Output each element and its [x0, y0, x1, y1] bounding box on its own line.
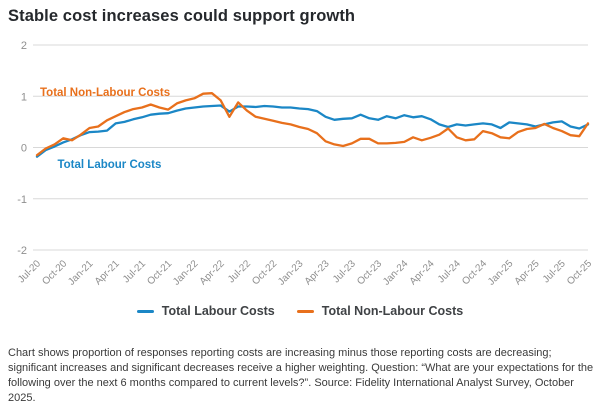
- x-tick-label: Apr-24: [408, 258, 437, 287]
- x-tick-label: Apr-21: [93, 258, 122, 287]
- x-tick-label: Jan-25: [486, 258, 516, 288]
- y-tick-label: 0: [21, 143, 27, 155]
- x-tick-label: Oct-24: [460, 258, 489, 287]
- legend-item-labour[interactable]: Total Labour Costs: [136, 304, 275, 318]
- non-labour-line-swatch-icon: [296, 309, 314, 313]
- x-tick-label: Jan-23: [276, 258, 306, 288]
- x-tick-label: Jan-22: [171, 258, 201, 288]
- x-tick-label: Oct-25: [565, 258, 594, 287]
- x-tick-label: Oct-23: [355, 258, 384, 287]
- series-inline-label: Total Non-Labour Costs: [40, 87, 170, 99]
- legend-item-non-labour[interactable]: Total Non-Labour Costs: [296, 304, 464, 318]
- labour-line-swatch-icon: [136, 309, 154, 313]
- legend-label-labour: Total Labour Costs: [161, 304, 275, 318]
- x-tick-label: Jul-21: [121, 258, 148, 285]
- series-inline-label: Total Labour Costs: [57, 159, 161, 171]
- x-tick-label: Jul-23: [331, 258, 358, 285]
- series-line-total-non-labour-costs: [35, 92, 590, 157]
- y-tick-label: -2: [17, 245, 27, 257]
- x-tick-label: Jul-20: [16, 258, 43, 285]
- x-tick-label: Apr-22: [198, 258, 227, 287]
- x-tick-label: Oct-21: [145, 258, 174, 287]
- x-tick-label: Jul-22: [226, 258, 253, 285]
- legend-label-non-labour: Total Non-Labour Costs: [321, 304, 464, 318]
- y-tick-label: -1: [17, 194, 27, 206]
- x-tick-label: Apr-23: [303, 258, 332, 287]
- x-tick-label: Oct-22: [250, 258, 279, 287]
- chart-title: Stable cost increases could support grow…: [8, 7, 356, 25]
- legend: Total Labour Costs Total Non-Labour Cost…: [0, 304, 600, 318]
- x-tick-label: Jul-24: [436, 258, 463, 285]
- source-note: Chart shows proportion of responses repo…: [8, 347, 594, 404]
- y-tick-label: 2: [21, 40, 27, 52]
- x-tick-label: Oct-20: [40, 258, 69, 287]
- x-tick-label: Jan-24: [381, 258, 411, 288]
- x-tick-label: Apr-25: [513, 258, 542, 287]
- x-tick-label: Jan-21: [66, 258, 96, 288]
- y-tick-label: 1: [21, 91, 27, 103]
- series-line-total-labour-costs: [35, 104, 590, 158]
- x-tick-label: Jul-25: [541, 258, 568, 285]
